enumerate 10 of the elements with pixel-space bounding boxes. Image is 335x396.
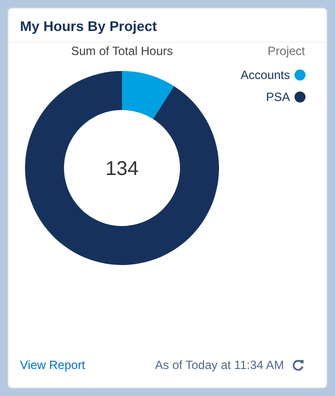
donut-slice: [122, 71, 174, 120]
text: 134: [105, 158, 139, 180]
legend-label: PSA: [266, 90, 290, 104]
text: As of Today at 11:34 AM: [155, 358, 284, 372]
chart-title: My Hours By Project: [20, 18, 158, 34]
text: View Report: [20, 358, 86, 372]
chart-subtitle: Sum of Total Hours: [71, 44, 173, 58]
donut-slice: [25, 71, 219, 265]
legend-label: Accounts: [240, 68, 290, 82]
legend-title: Project: [268, 44, 306, 58]
